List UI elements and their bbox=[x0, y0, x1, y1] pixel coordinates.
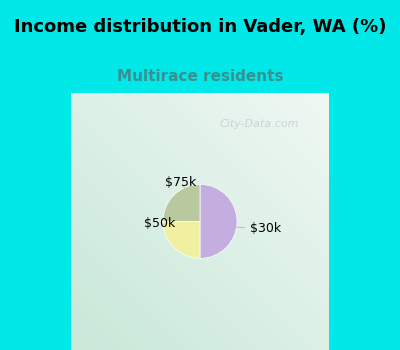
Wedge shape bbox=[163, 221, 200, 258]
Text: $50k: $50k bbox=[144, 217, 176, 230]
Wedge shape bbox=[163, 184, 200, 222]
Text: Income distribution in Vader, WA (%): Income distribution in Vader, WA (%) bbox=[14, 19, 386, 36]
Text: Multirace residents: Multirace residents bbox=[117, 69, 283, 84]
Wedge shape bbox=[200, 184, 237, 258]
Text: $30k: $30k bbox=[234, 222, 281, 235]
Text: City-Data.com: City-Data.com bbox=[220, 119, 299, 128]
Text: $75k: $75k bbox=[165, 176, 196, 189]
